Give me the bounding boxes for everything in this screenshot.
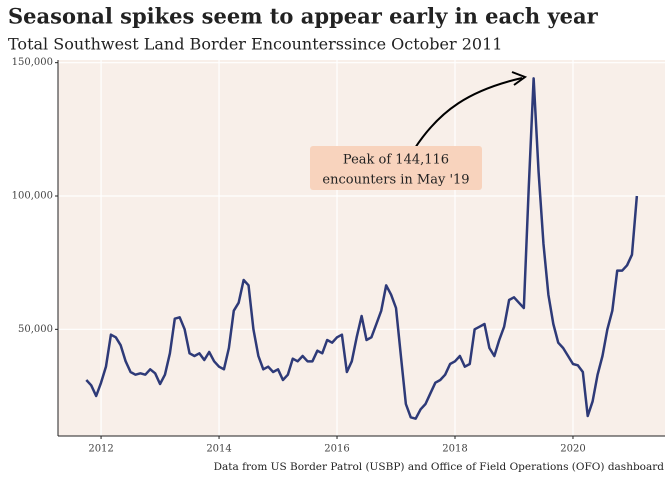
x-tick-label: 2020: [560, 444, 585, 455]
annotation-arrow: [414, 77, 523, 149]
chart-title: Seasonal spikes seem to appear early in …: [8, 4, 599, 29]
series-line: [85, 77, 639, 420]
y-tick-label: 50,000: [18, 324, 53, 335]
chart-subtitle: Total Southwest Land Border Encounterssi…: [8, 35, 502, 54]
x-tick-label: 2016: [324, 444, 349, 455]
x-tick-label: 2018: [442, 444, 467, 455]
grid: [58, 60, 665, 436]
plot-panel: [58, 60, 665, 436]
x-tick-label: 2014: [206, 444, 231, 455]
y-tick-label: 100,000: [12, 191, 53, 202]
marks: [85, 77, 639, 420]
x-tick-label: 2012: [88, 444, 113, 455]
annotation-box: [310, 146, 482, 190]
annotation-text: Peak of 144,116: [343, 153, 449, 168]
annotation-text: encounters in May '19: [322, 173, 469, 188]
caption: Data from US Border Patrol (USBP) and Of…: [214, 461, 665, 473]
arrow-head: [511, 71, 528, 86]
y-tick-label: 150,000: [12, 57, 53, 68]
